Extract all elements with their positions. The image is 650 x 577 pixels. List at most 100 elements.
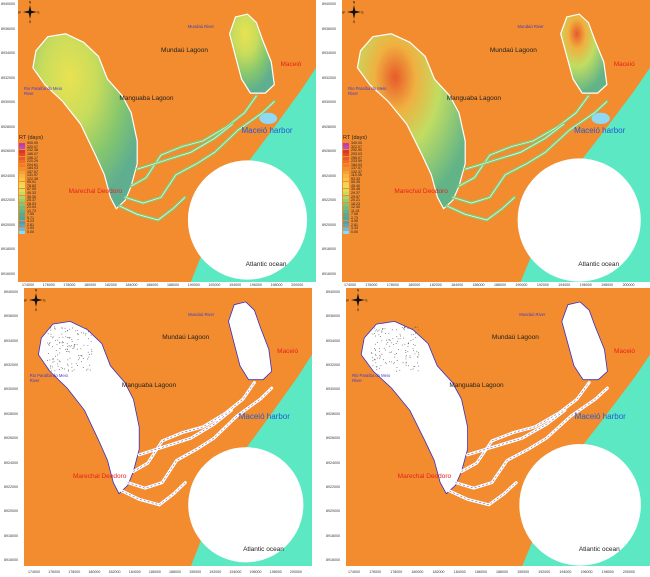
label-paraiba-river: Rio Paraíba do Meio River <box>29 373 68 383</box>
x-tick-label: 182000 <box>429 283 442 287</box>
dry-cell-dot <box>77 338 79 340</box>
dry-cell-dot <box>411 334 413 336</box>
dry-cell-dot <box>59 360 60 362</box>
x-tick-label: 184000 <box>451 283 464 287</box>
dry-cell-dot <box>61 341 63 343</box>
legend-entry: 184.03 <box>19 167 43 171</box>
legend-swatch <box>343 146 349 150</box>
y-tick-label: 8940000 <box>326 290 340 294</box>
legend-swatch <box>343 142 349 146</box>
dry-cell-dot <box>67 346 69 347</box>
x-tick-label: 178000 <box>386 283 399 287</box>
legend-swatch <box>19 160 25 164</box>
y-tick-label: 8926000 <box>326 436 340 441</box>
dry-cell-dot <box>405 361 407 363</box>
dry-cell-dot <box>48 343 50 345</box>
harbor-low-rt-patch <box>591 112 610 124</box>
dry-cell-dot <box>46 342 48 344</box>
legend-value: 55.35 <box>351 180 360 185</box>
dry-cell-dot <box>378 347 380 349</box>
legend-entry: 4.55 <box>343 220 367 224</box>
dry-cell-dot <box>401 344 403 346</box>
dry-cell-dot <box>407 350 409 352</box>
dry-cell-dot <box>62 367 64 369</box>
x-tick-label: 200000 <box>622 283 635 287</box>
dry-cell-dot <box>67 336 69 338</box>
dry-cell-dot <box>88 354 90 355</box>
compass-arrow <box>28 5 32 12</box>
legend-swatch <box>343 206 349 210</box>
dry-cell-dot <box>380 364 382 366</box>
dry-cell-dot <box>87 368 89 370</box>
legend-entry: 0.00 <box>343 230 367 235</box>
legend-entry: 23.04 <box>19 206 43 210</box>
compass-arrow <box>23 10 30 14</box>
x-tick-label: 186000 <box>472 283 485 287</box>
legend-value: 137.57 <box>351 166 362 171</box>
dry-cell-dot <box>89 369 91 371</box>
x-tick-label: 184000 <box>453 570 466 574</box>
legend-swatch <box>343 170 349 175</box>
dry-cell-dot <box>418 329 420 331</box>
dry-cell-dot <box>399 337 401 339</box>
x-tick-label: 186000 <box>474 570 487 574</box>
x-tick-label: 188000 <box>169 570 181 574</box>
dry-cell-dot <box>409 355 411 357</box>
x-tick-label: 196000 <box>580 570 593 574</box>
dry-cell-dot <box>68 344 70 346</box>
dry-cell-dot <box>407 342 409 344</box>
y-tick-label: 8932000 <box>322 75 336 80</box>
y-tick-label: 8926000 <box>1 149 15 154</box>
label-mundau-river: Mundaú River <box>519 312 546 318</box>
legend-entry: 35.48 <box>343 188 367 192</box>
dry-cell-dot <box>62 342 64 343</box>
dry-cell-dot <box>405 356 407 358</box>
dry-cell-dot <box>65 336 67 338</box>
legend-value: 93.33 <box>351 176 360 181</box>
legend-title: RT (days) <box>19 135 43 142</box>
dry-cell-dot <box>387 339 389 341</box>
legend-swatch <box>19 188 25 192</box>
x-tick-label: 198000 <box>601 570 614 574</box>
y-tick-label: 8934000 <box>1 51 15 56</box>
legend-value: 11.01 <box>351 208 360 213</box>
y-tick-label: 8928000 <box>1 124 15 129</box>
dry-cell-dot <box>386 343 388 345</box>
label-paraiba-river: Rio Paraíba do Meio River <box>23 86 63 96</box>
dry-cell-dot <box>391 342 393 344</box>
dry-cell-dot <box>405 364 407 366</box>
legend-value: 196.17 <box>27 155 38 160</box>
dry-cell-dot <box>417 356 419 358</box>
legend-swatch <box>343 185 349 189</box>
compass-letter-n: N <box>357 289 360 293</box>
dry-cell-dot <box>50 335 52 337</box>
dry-cell-dot <box>59 342 61 344</box>
dry-cell-dot <box>396 360 398 361</box>
compass-arrow <box>356 293 360 300</box>
dry-cell-dot <box>67 330 69 332</box>
dry-cell-dot <box>385 333 386 334</box>
dry-cell-dot <box>413 366 415 368</box>
legend-entry: 18.23 <box>343 202 367 207</box>
label-manguaba-lagoon: Manguaba Lagoon <box>121 381 177 389</box>
dry-cell-dot <box>49 359 51 361</box>
y-tick-label: 8936000 <box>4 314 18 319</box>
dry-cell-dot <box>77 355 79 357</box>
dry-cell-dot <box>83 357 84 359</box>
dry-cell-dot <box>69 336 71 338</box>
offshore-blank-area <box>188 447 304 563</box>
legend-title: RT (days) <box>343 135 367 142</box>
dry-cell-dot <box>417 362 418 364</box>
offshore-blank-area <box>517 158 641 282</box>
dry-cell-dot <box>415 332 416 334</box>
legend-entry: 131.97 <box>19 174 43 178</box>
y-tick-label: 8930000 <box>326 387 340 392</box>
x-tick-label: 196000 <box>249 283 262 287</box>
legend-swatch <box>343 188 349 192</box>
legend-swatch <box>343 224 349 228</box>
legend-value: 2.73 <box>351 215 358 220</box>
dry-cell-dot <box>374 332 376 334</box>
y-tick-label: 8916000 <box>326 558 340 562</box>
dry-cell-dot <box>66 343 68 345</box>
legend-swatch <box>343 209 349 214</box>
